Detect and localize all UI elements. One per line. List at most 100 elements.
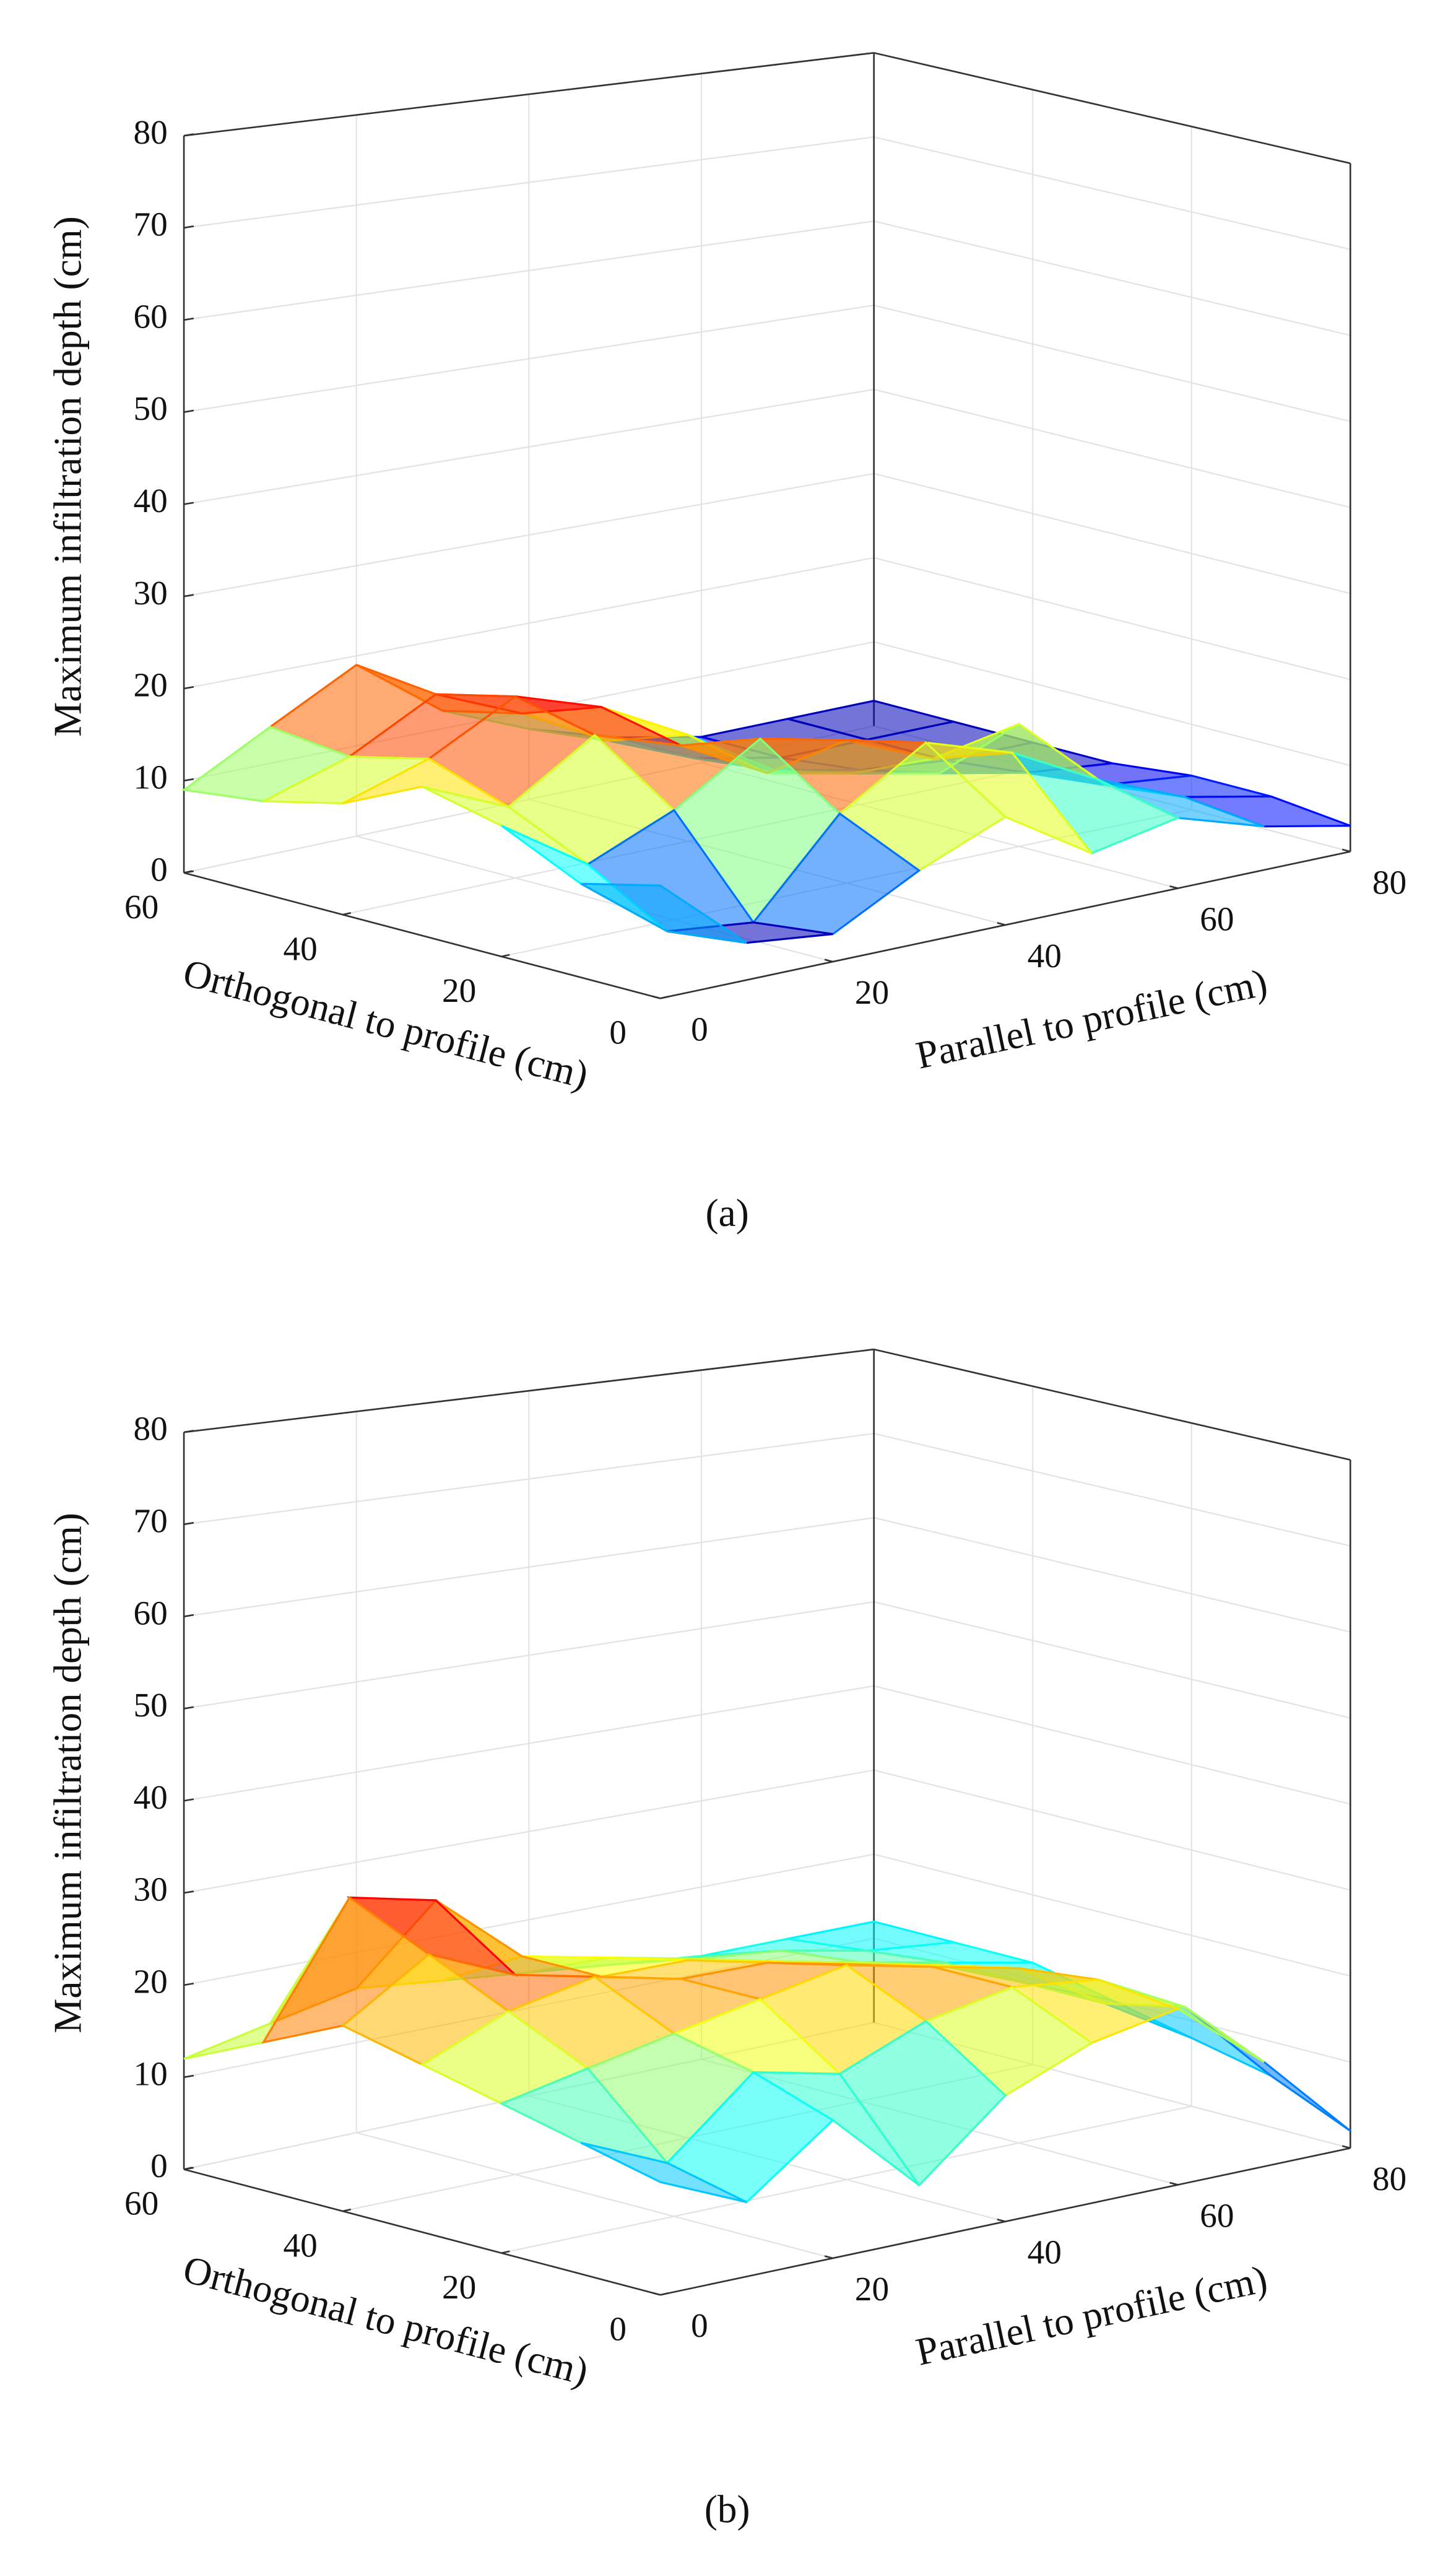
z-tick-label: 10 xyxy=(133,758,167,796)
axis-line xyxy=(873,1348,1351,1461)
tick-mark xyxy=(183,594,194,598)
z-tick-label: 80 xyxy=(133,113,167,151)
grid-line xyxy=(873,1769,1351,1891)
grid-line xyxy=(873,220,1351,336)
y-tick-label: 20 xyxy=(442,972,476,1009)
panel-label: (a) xyxy=(706,1191,749,1235)
panel-label: (b) xyxy=(704,2488,750,2531)
z-tick-label: 10 xyxy=(133,2054,167,2092)
x-tick-label: 20 xyxy=(855,2270,889,2308)
y-tick-label: 60 xyxy=(124,888,158,926)
tick-mark xyxy=(183,133,194,137)
z-tick-label: 50 xyxy=(133,389,167,427)
tick-mark xyxy=(183,1890,194,1894)
x-axis-title: Parallel to profile (cm) xyxy=(912,960,1271,1077)
y-tick-label: 20 xyxy=(442,2268,476,2306)
axis-line xyxy=(183,52,874,137)
x-tick-label: 0 xyxy=(691,1010,708,1048)
y-tick-label: 0 xyxy=(609,1014,626,1051)
grid-line xyxy=(873,557,1351,680)
tick-mark xyxy=(183,2167,193,2170)
axis-line xyxy=(660,851,1351,999)
tick-mark xyxy=(183,409,194,413)
z-tick-label: 60 xyxy=(133,297,167,335)
tick-mark xyxy=(501,2250,510,2254)
y-axis-title: Orthogonal to profile (cm) xyxy=(179,2247,592,2393)
grid-line xyxy=(356,2132,833,2259)
tick-mark xyxy=(652,995,661,999)
tick-mark xyxy=(183,502,194,505)
tick-mark xyxy=(1341,848,1351,853)
grid-line xyxy=(873,388,1351,508)
y-tick-label: 40 xyxy=(284,2226,318,2264)
tick-mark xyxy=(501,954,510,958)
tick-mark xyxy=(342,2208,352,2212)
grid-line xyxy=(873,472,1351,594)
tick-mark xyxy=(183,686,194,690)
z-axis-title: Maximum infiltration depth (cm) xyxy=(46,216,89,737)
x-tick-label: 40 xyxy=(1028,2233,1062,2271)
tick-mark xyxy=(652,2292,661,2296)
grid-line xyxy=(873,1601,1351,1719)
tick-mark xyxy=(997,922,1006,926)
grid-line xyxy=(873,136,1351,250)
tick-mark xyxy=(183,1798,194,1802)
z-tick-label: 30 xyxy=(133,1871,167,1908)
z-tick-label: 40 xyxy=(133,1778,167,1816)
y-tick-label: 0 xyxy=(609,2310,626,2348)
tick-mark xyxy=(1169,2181,1179,2186)
grid-line xyxy=(873,305,1351,422)
axis-line xyxy=(183,872,661,999)
x-tick-label: 40 xyxy=(1028,937,1062,975)
y-axis-title: Orthogonal to profile (cm) xyxy=(179,950,592,1097)
z-tick-label: 70 xyxy=(133,206,167,243)
tick-mark xyxy=(997,2219,1006,2222)
y-tick-label: 40 xyxy=(284,929,318,967)
tick-mark xyxy=(1341,2145,1351,2149)
x-tick-label: 60 xyxy=(1200,900,1234,938)
grid-line xyxy=(873,1685,1351,1805)
tick-mark xyxy=(183,317,194,321)
x-tick-label: 80 xyxy=(1372,2160,1406,2198)
grid-line xyxy=(873,1517,1351,1633)
axis-line xyxy=(660,2147,1351,2296)
z-tick-label: 70 xyxy=(133,1502,167,1540)
grid-line xyxy=(873,641,1351,767)
z-tick-label: 50 xyxy=(133,1686,167,1724)
tick-mark xyxy=(824,959,833,963)
z-tick-label: 0 xyxy=(150,850,168,888)
tick-mark xyxy=(1169,885,1179,889)
z-tick-label: 20 xyxy=(133,1963,167,2001)
z-tick-label: 80 xyxy=(133,1410,167,1448)
tick-mark xyxy=(183,225,194,229)
grid-line xyxy=(873,1853,1351,1977)
z-tick-label: 60 xyxy=(133,1594,167,1632)
surface-patch xyxy=(580,882,747,944)
axis-line xyxy=(873,52,1351,165)
tick-mark xyxy=(342,911,352,916)
tick-mark xyxy=(183,1430,194,1433)
tick-mark xyxy=(183,1614,194,1617)
tick-mark xyxy=(183,1706,194,1710)
tick-mark xyxy=(824,2255,833,2259)
axis-line xyxy=(183,2168,661,2296)
x-tick-label: 80 xyxy=(1372,863,1406,901)
tick-mark xyxy=(183,778,194,782)
tick-mark xyxy=(660,2292,669,2296)
x-tick-label: 60 xyxy=(1200,2196,1234,2234)
x-tick-label: 20 xyxy=(855,973,889,1011)
surface-patch xyxy=(580,2142,747,2203)
y-tick-label: 60 xyxy=(124,2185,158,2222)
surface-chart: 0 10 20 30 40 50 60 70 80 0 20 40 60 80 0 20 40 60 Maximum… xyxy=(46,1348,1406,2531)
z-tick-label: 30 xyxy=(133,574,167,612)
z-tick-label: 0 xyxy=(150,2147,168,2185)
tick-mark xyxy=(660,996,669,999)
grid-line xyxy=(873,1433,1351,1547)
tick-mark xyxy=(183,2074,194,2078)
tick-mark xyxy=(183,1521,194,1526)
x-axis-title: Parallel to profile (cm) xyxy=(912,2257,1271,2374)
z-tick-label: 40 xyxy=(133,482,167,520)
tick-mark xyxy=(183,870,193,874)
